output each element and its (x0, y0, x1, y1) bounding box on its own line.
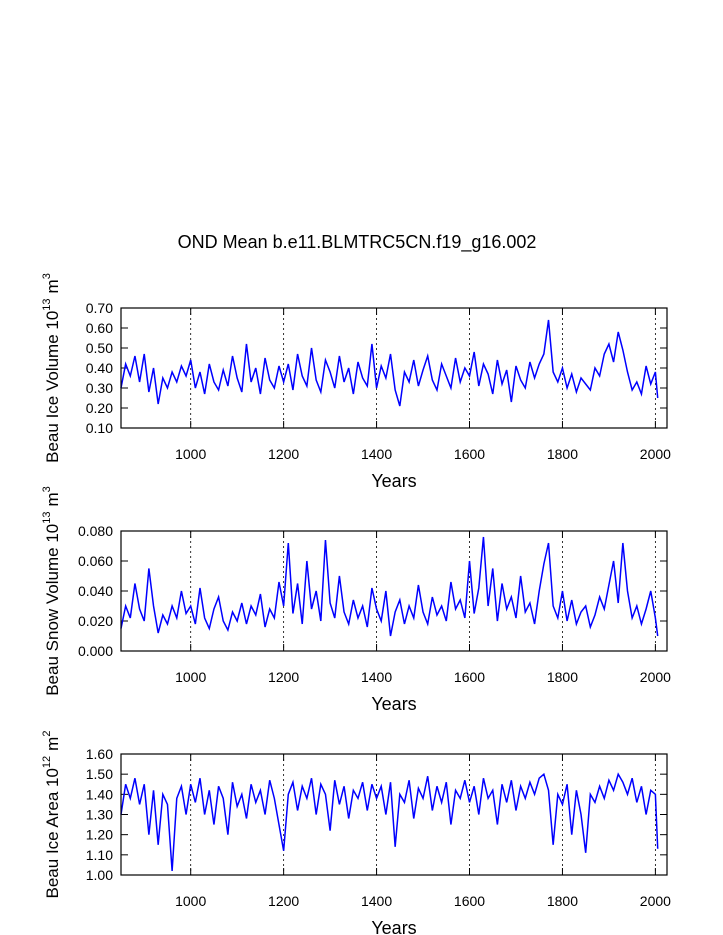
x-axis-label: Years (371, 471, 416, 491)
x-tick-label: 1200 (268, 893, 299, 909)
y-tick-label: 0.10 (86, 420, 113, 436)
y-label-unit: m (43, 492, 62, 506)
x-tick-label: 1600 (454, 893, 485, 909)
data-line (120, 319, 659, 407)
y-tick-label: 0.020 (78, 613, 113, 629)
y-label-base: Beau Ice Volume 10 (43, 311, 62, 463)
y-tick-label: 0.30 (86, 380, 113, 396)
y-tick-label: 0.080 (78, 523, 113, 539)
x-tick-label: 1400 (361, 893, 392, 909)
x-tick-label: 1200 (268, 669, 299, 685)
plot-frame (120, 307, 668, 429)
y-label-exponent: 12 (41, 756, 53, 768)
chart-title: OND Mean b.e11.BLMTRC5CN.f19_g16.002 (178, 232, 537, 253)
x-tick-label: 1600 (454, 446, 485, 462)
y-axis-label: Beau Snow Volume 1013 m3 (41, 486, 62, 696)
y-tick-label: 0.040 (78, 583, 113, 599)
y-label-unit-exponent: 3 (41, 273, 53, 279)
x-tick-label: 1000 (175, 446, 206, 462)
x-tick-label: 1000 (175, 669, 206, 685)
y-label-unit-exponent: 3 (41, 486, 53, 492)
data-line (120, 536, 659, 637)
x-tick-label: 1800 (547, 446, 578, 462)
x-tick-label: 1800 (547, 893, 578, 909)
y-tick-label: 0.60 (86, 320, 113, 336)
y-tick-label: 1.40 (86, 786, 113, 802)
y-tick-label: 1.00 (86, 867, 113, 883)
y-axis-label: Beau Ice Volume 1013 m3 (41, 273, 62, 463)
y-label-base: Beau Ice Area 10 (43, 768, 62, 898)
x-tick-label: 2000 (640, 669, 671, 685)
y-tick-label: 1.30 (86, 807, 113, 823)
plot-frame (120, 530, 668, 652)
y-label-base: Beau Snow Volume 10 (43, 524, 62, 696)
y-tick-label: 1.20 (86, 827, 113, 843)
y-label-exponent: 13 (41, 512, 53, 524)
x-tick-label: 2000 (640, 893, 671, 909)
y-tick-label: 0.40 (86, 360, 113, 376)
x-axis-label: Years (371, 918, 416, 935)
y-tick-label: 1.50 (86, 766, 113, 782)
y-tick-label: 0.50 (86, 340, 113, 356)
plot-frame (120, 753, 668, 876)
y-tick-label: 1.60 (86, 746, 113, 762)
y-label-exponent: 13 (41, 298, 53, 310)
x-tick-label: 1400 (361, 446, 392, 462)
y-tick-label: 0.000 (78, 643, 113, 659)
y-tick-label: 0.060 (78, 553, 113, 569)
y-axis-label: Beau Ice Area 1012 m2 (41, 731, 62, 899)
x-tick-label: 1000 (175, 893, 206, 909)
x-tick-label: 1400 (361, 669, 392, 685)
y-label-unit: m (43, 737, 62, 751)
y-label-unit-exponent: 2 (41, 731, 53, 737)
y-label-unit: m (43, 279, 62, 293)
x-axis-label: Years (371, 694, 416, 714)
y-tick-label: 0.20 (86, 400, 113, 416)
x-tick-label: 1800 (547, 669, 578, 685)
x-tick-label: 1200 (268, 446, 299, 462)
y-tick-label: 0.70 (86, 300, 113, 316)
data-line (120, 772, 659, 872)
x-tick-label: 2000 (640, 446, 671, 462)
x-tick-label: 1600 (454, 669, 485, 685)
y-tick-label: 1.10 (86, 847, 113, 863)
